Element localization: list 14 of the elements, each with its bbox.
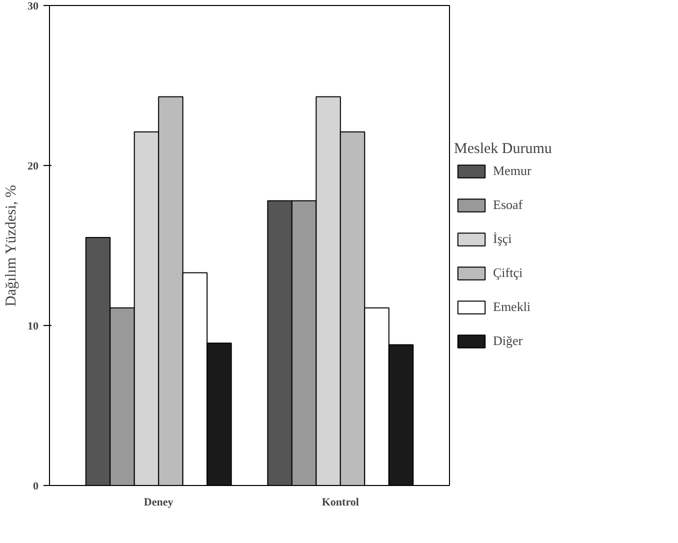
y-tick-label: 20 xyxy=(28,160,39,172)
x-tick-label: Deney xyxy=(144,496,174,508)
legend-label: Esoaf xyxy=(493,197,523,213)
x-tick-label: Kontrol xyxy=(322,496,359,508)
legend-label: Çiftçi xyxy=(493,265,523,281)
y-tick-label: 30 xyxy=(28,0,39,12)
y-axis-title: Dağılım Yüzdesi, % xyxy=(4,185,20,307)
legend-label: İşçi xyxy=(493,231,513,247)
y-tick-label: 0 xyxy=(33,480,39,492)
legend-label: Memur xyxy=(493,163,532,179)
legend-label: Diğer xyxy=(493,333,523,349)
legend-title: Meslek Durumu xyxy=(454,141,552,158)
y-tick-label: 10 xyxy=(28,320,39,332)
legend-label: Emekli xyxy=(493,299,531,315)
